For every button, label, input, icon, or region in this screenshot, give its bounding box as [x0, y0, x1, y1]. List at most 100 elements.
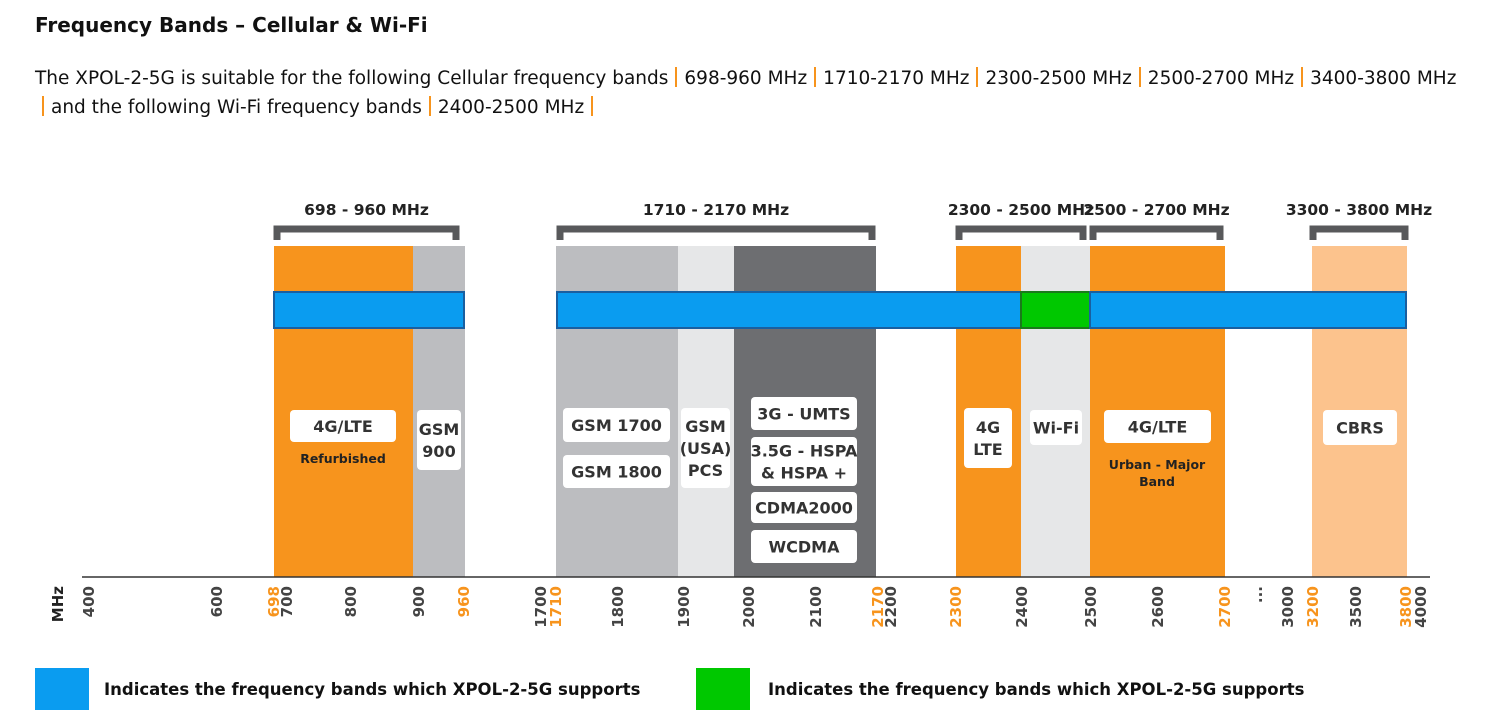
separator: [1301, 67, 1304, 87]
axis-tick-label: 3000: [1279, 586, 1297, 628]
intro-text: The XPOL-2-5G is suitable for the follow…: [35, 68, 669, 89]
legend-swatch: [35, 668, 89, 710]
separator: [428, 96, 431, 116]
axis-tick-label: 2300: [947, 586, 965, 628]
label-box: [563, 455, 670, 488]
axis-tick-label: 4000: [1412, 586, 1430, 628]
range-label: 2500 - 2700 MHz: [1083, 201, 1229, 219]
label-box: [417, 410, 461, 470]
legend-text: Indicates the frequency bands which XPOL…: [104, 680, 641, 699]
label-box: [681, 408, 730, 488]
axis-tick-label: 2000: [740, 586, 758, 628]
label-box: [751, 530, 857, 563]
band-text: 2500-2700 MHz: [1147, 68, 1295, 89]
band-note: Refurbished: [300, 451, 386, 466]
axis-tick-label: 600: [208, 586, 226, 617]
band-text: 2400-2500 MHz: [437, 97, 585, 118]
title: Frequency Bands – Cellular & Wi-Fi: [35, 13, 428, 37]
axis-tick-label: 698: [265, 586, 283, 617]
band-note: Band: [1139, 474, 1175, 489]
band-label: 4G/LTE: [313, 417, 373, 436]
axis-tick-label: 1710: [547, 586, 565, 628]
band-label: GSM 1700: [571, 416, 662, 435]
label-box: [290, 410, 396, 442]
band-label: 900: [422, 442, 455, 461]
axis-tick-label: 2700: [1216, 586, 1234, 628]
axis-tick-label: 1800: [609, 586, 627, 628]
band-text: 3400-3800 MHz: [1310, 68, 1457, 89]
label-box: [1030, 410, 1082, 445]
axis-tick-label: 700: [278, 586, 296, 617]
band-label: (USA): [680, 439, 732, 458]
legend-text: Indicates the frequency bands which XPOL…: [768, 680, 1305, 699]
axis-tick-label: 400: [80, 586, 98, 617]
band-label: GSM: [685, 417, 726, 436]
axis-unit: MHz: [49, 586, 67, 622]
wifi-bar: [1020, 291, 1091, 329]
axis-tick-label: 2100: [807, 586, 825, 628]
axis-tick-label: 900: [410, 586, 428, 617]
label-box: [751, 437, 857, 486]
range-bracket: [273, 225, 460, 240]
support-bar: [1089, 291, 1407, 329]
band-text: 2300-2500 MHz: [985, 68, 1132, 89]
axis-tick-label: 2200: [882, 586, 900, 628]
band-text: 698-960 MHz: [684, 68, 808, 89]
axis-tick-label: 2170: [869, 586, 887, 628]
band-label: GSM: [419, 420, 460, 439]
band-label: 3G - UMTS: [757, 405, 850, 424]
axis-tick-label: 960: [455, 586, 473, 617]
band-label: 3.5G - HSPA: [751, 442, 858, 461]
axis-tick-label: 3200: [1304, 586, 1322, 628]
label-box: [563, 408, 670, 442]
range-label: 698 - 960 MHz: [304, 201, 429, 219]
axis-tick-label: 1900: [675, 586, 693, 628]
separator: [814, 67, 817, 87]
axis-tick-label: 2400: [1013, 586, 1031, 628]
support-bar: [273, 291, 465, 329]
legend-swatch: [696, 668, 750, 710]
range-bracket: [955, 225, 1087, 240]
band-label: & HSPA +: [761, 464, 847, 483]
band-label: 4G/LTE: [1128, 418, 1188, 437]
band-label: CBRS: [1336, 419, 1384, 438]
axis-tick-label: 3500: [1347, 586, 1365, 628]
band-label: LTE: [973, 440, 1002, 459]
separator: [591, 96, 594, 116]
band-label: WCDMA: [769, 538, 841, 557]
band-text: 1710-2170 MHz: [823, 68, 970, 89]
range-label: 3300 - 3800 MHz: [1286, 201, 1432, 219]
band-note: Urban - Major: [1109, 457, 1206, 472]
range-bracket: [1309, 225, 1409, 240]
label-box: [1323, 410, 1397, 445]
separator: [42, 96, 44, 116]
label-box: [751, 492, 857, 523]
axis-tick-label: ...: [1248, 586, 1266, 603]
separator: [675, 67, 678, 87]
range-label: 2300 - 2500 MHz: [948, 201, 1094, 219]
label-box: [1104, 410, 1211, 443]
support-bar: [556, 291, 1022, 329]
band-label: 4G: [976, 418, 1000, 437]
separator: [976, 67, 979, 87]
axis-tick-label: 2600: [1149, 586, 1167, 628]
band-label: PCS: [688, 461, 723, 480]
axis-tick-label: 800: [342, 586, 360, 617]
band-label: CDMA2000: [755, 499, 853, 518]
axis-tick-label: 2500: [1082, 586, 1100, 628]
range-bracket: [1089, 225, 1224, 240]
label-box: [751, 397, 857, 430]
intro: The XPOL-2-5G is suitable for the follow…: [35, 64, 1465, 122]
range-label: 1710 - 2170 MHz: [643, 201, 789, 219]
band-label: GSM 1800: [571, 463, 662, 482]
range-bracket: [556, 225, 876, 240]
separator: [1138, 67, 1141, 87]
label-box: [964, 408, 1012, 468]
support-bars: [273, 291, 1407, 329]
intro-text: and the following Wi-Fi frequency bands: [51, 97, 422, 118]
band-label: Wi-Fi: [1033, 419, 1079, 438]
axis-tick-label: 1700: [532, 586, 550, 628]
axis-tick-label: 3800: [1397, 586, 1415, 628]
